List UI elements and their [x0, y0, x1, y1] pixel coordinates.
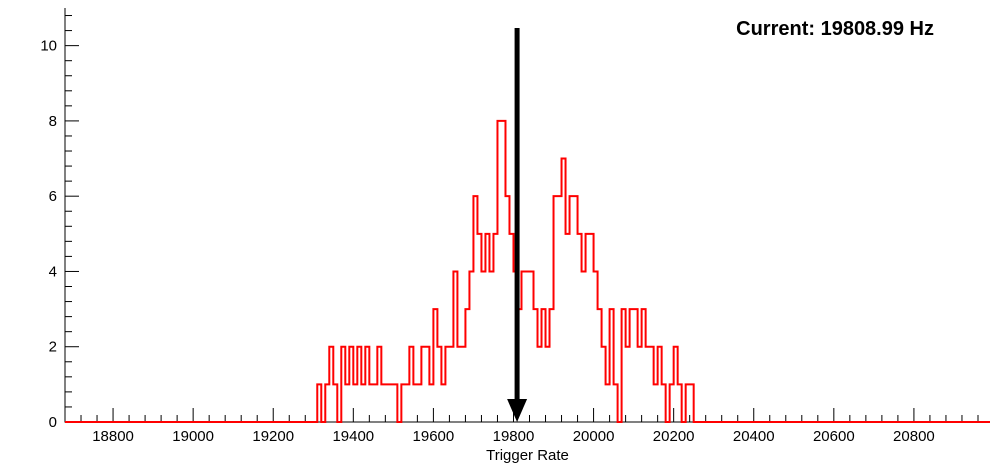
- x-tick-label: 20400: [733, 428, 775, 445]
- x-tick-label: 19200: [252, 428, 294, 445]
- histogram-line: [65, 119, 990, 423]
- y-tick-label: 0: [49, 414, 57, 431]
- x-tick-label: 18800: [92, 428, 134, 445]
- x-tick-label: 19800: [493, 428, 535, 445]
- x-tick-label: 20000: [573, 428, 615, 445]
- axis-frame: [64, 8, 990, 423]
- y-tick-label: 2: [49, 339, 57, 356]
- x-tick-label: 19600: [413, 428, 455, 445]
- x-tick-label: 20800: [893, 428, 935, 445]
- x-tick-label: 20600: [813, 428, 855, 445]
- x-tick-label: 20200: [653, 428, 695, 445]
- y-tick-label: 10: [40, 38, 57, 55]
- x-tick-label: 19000: [172, 428, 214, 445]
- y-tick-label: 4: [49, 263, 57, 280]
- x-axis-title: Trigger Rate: [486, 447, 569, 464]
- y-tick-label: 8: [49, 113, 57, 130]
- current-rate-arrow-head: [507, 399, 528, 422]
- x-tick-label: 19400: [332, 428, 374, 445]
- current-rate-label: Current: 19808.99 Hz: [736, 18, 934, 40]
- y-tick-label: 6: [49, 188, 57, 205]
